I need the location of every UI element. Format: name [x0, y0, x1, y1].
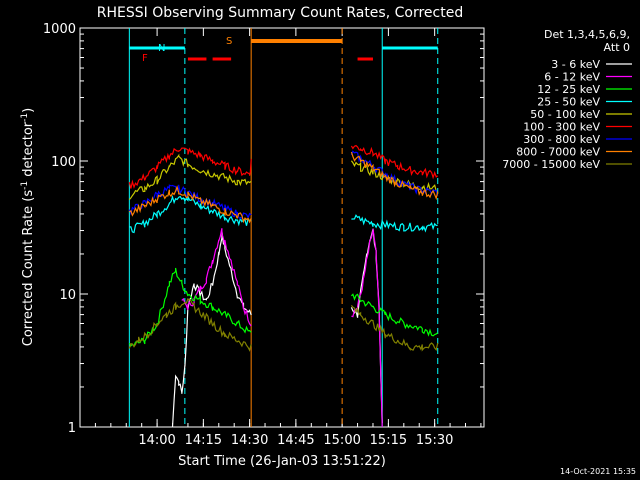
x-tick-label: 15:30	[416, 433, 453, 448]
legend-label: 300 - 800 keV	[523, 133, 600, 146]
series-line	[128, 147, 252, 189]
y-tick-label: 100	[51, 155, 76, 170]
legend-title-line2: Att 0	[604, 41, 630, 54]
x-axis-label: Start Time (26-Jan-03 13:51:22)	[178, 454, 386, 469]
series-line	[350, 151, 439, 201]
chart-title: RHESSI Observing Summary Count Rates, Co…	[97, 5, 463, 21]
series-line	[350, 144, 439, 180]
x-tick-label: 14:15	[185, 433, 222, 448]
series-line	[128, 184, 252, 220]
series-line	[129, 194, 252, 234]
series-line	[129, 185, 252, 224]
x-tick-label: 15:15	[370, 433, 407, 448]
flare-label: F	[142, 53, 148, 64]
legend-label: 100 - 300 keV	[523, 121, 600, 134]
x-tick-label: 14:45	[277, 433, 314, 448]
series-line	[181, 228, 252, 327]
series-line	[171, 231, 252, 428]
legend-title-line1: Det 1,3,4,5,6,9,	[544, 28, 630, 41]
legend-label: 7000 - 15000 keV	[502, 158, 600, 171]
legend-label: 800 - 7000 keV	[516, 146, 600, 159]
annotation-bars	[129, 39, 438, 61]
legend-label: 12 - 25 keV	[537, 83, 600, 96]
saa-label: S	[226, 36, 232, 47]
legend-label: 25 - 50 keV	[537, 96, 600, 109]
x-tick-label: 15:00	[323, 433, 360, 448]
ticks-group: 14:00 14:15 14:30 14:45 15:00 15:15 15:30 1 10 10…	[43, 22, 484, 448]
y-tick-label: 1	[68, 421, 76, 436]
y-axis-label: Corrected Count Rate (s-1 detector-1)	[20, 108, 36, 346]
footer-date: 14-Oct-2021 15:35	[560, 467, 636, 476]
series-group	[128, 144, 439, 428]
legend-label: 50 - 100 keV	[530, 108, 600, 121]
plot-frame	[79, 27, 485, 428]
series-line	[350, 305, 439, 352]
legend-label: 6 - 12 keV	[544, 71, 600, 84]
series-line	[128, 153, 252, 201]
night-label: N	[158, 43, 165, 54]
series-line	[350, 293, 439, 337]
plot-area	[79, 27, 485, 428]
y-tick-label: 1000	[43, 22, 76, 37]
legend-label: 3 - 6 keV	[551, 58, 600, 71]
x-tick-label: 14:30	[231, 433, 268, 448]
series-line	[128, 297, 252, 352]
x-tick-label: 14:00	[138, 433, 175, 448]
y-tick-label: 10	[59, 288, 76, 303]
series-line	[351, 214, 438, 233]
